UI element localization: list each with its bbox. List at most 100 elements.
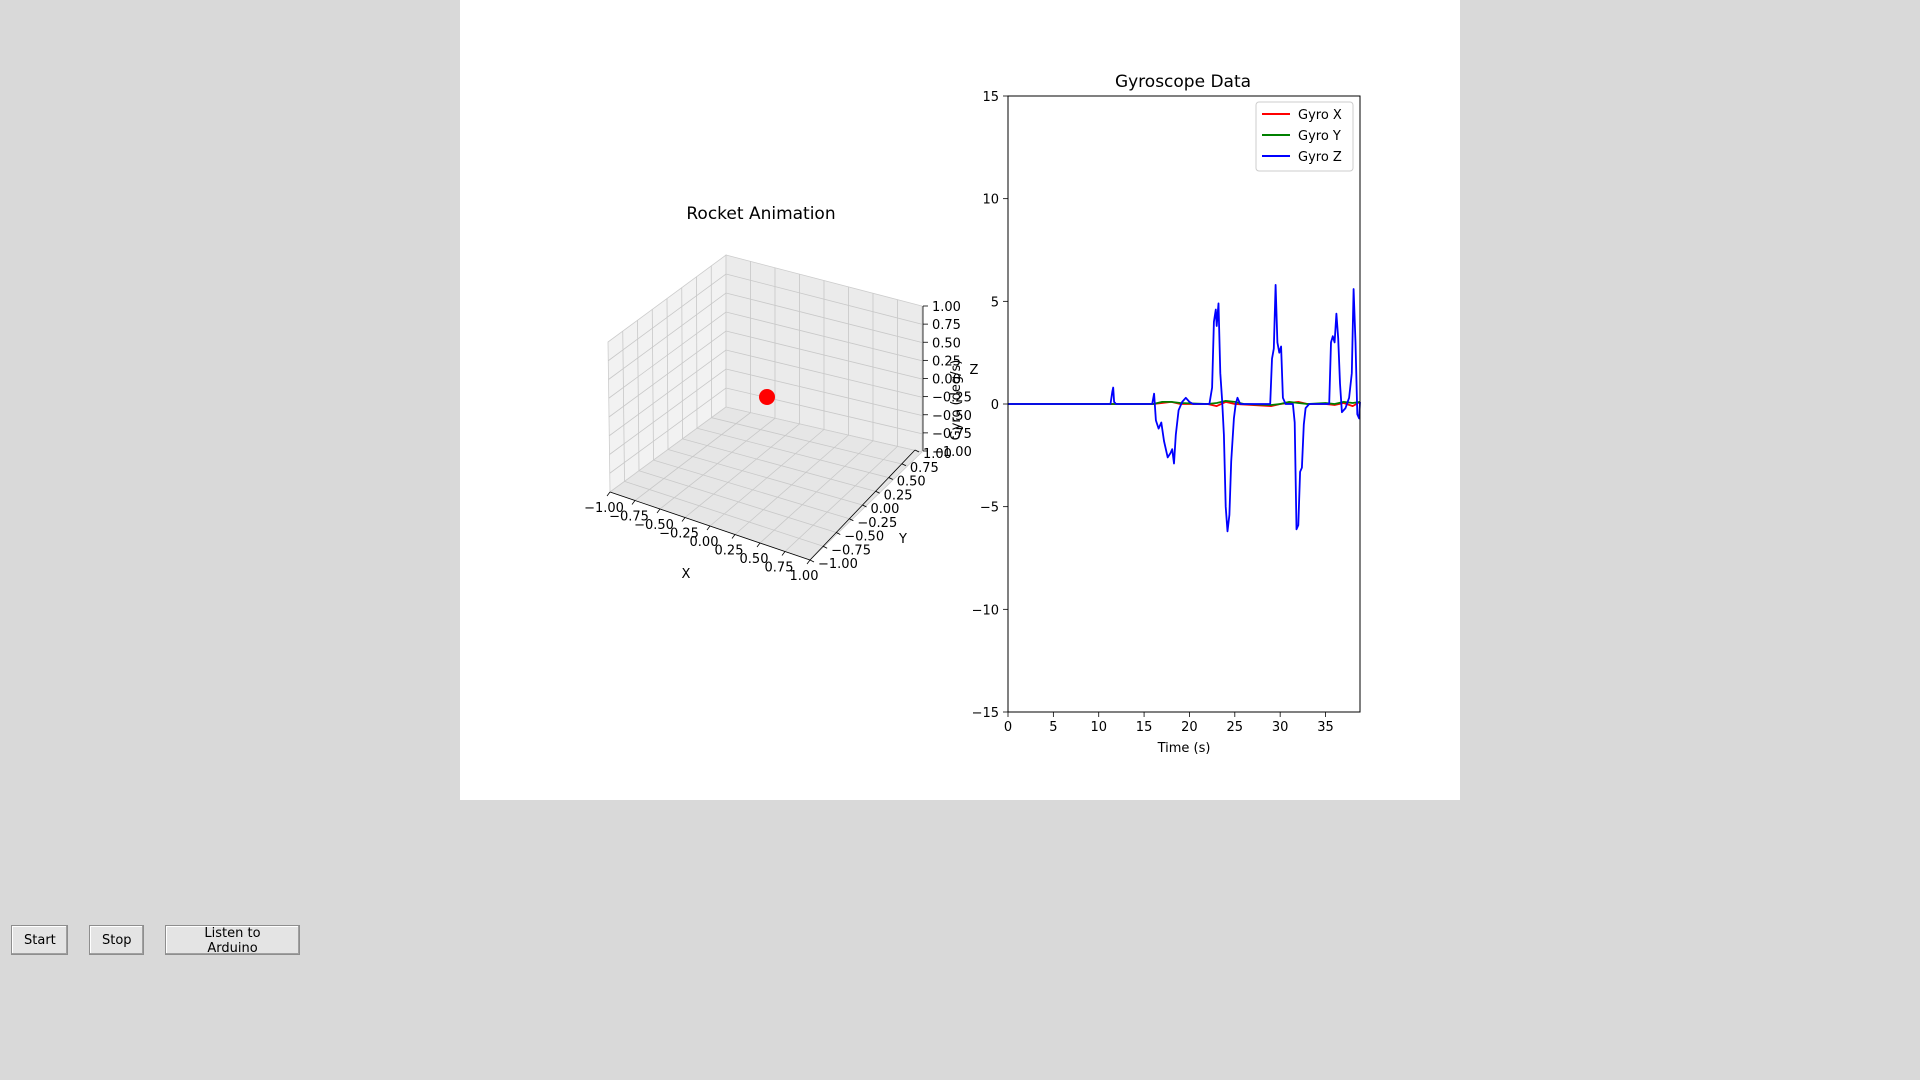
x-tick-mark [706, 525, 711, 531]
y-tick-label: 0 [991, 398, 999, 413]
z-gridline [609, 387, 923, 474]
y-tick-mark [849, 518, 854, 522]
z-tick-label: −1.00 [932, 445, 972, 460]
legend-label: Gyro X [1298, 108, 1342, 123]
x-ticks: 0 5 10 15 20 25 30 35 [1004, 712, 1334, 735]
y-tick-label: −0.75 [831, 543, 871, 558]
y-tick-label: 0.50 [897, 475, 926, 490]
y-tick-label: −0.25 [857, 516, 897, 531]
y-tick-mark [836, 532, 841, 535]
x-gridline [759, 293, 874, 544]
y-tick-mark [862, 504, 867, 508]
x-tick-mark [681, 517, 686, 522]
x-tick-label: 10 [1090, 720, 1107, 735]
rocket-animation-title: Rocket Animation [686, 204, 835, 224]
y-tick-mark [914, 449, 920, 453]
x-tick-label: −1.00 [584, 501, 624, 516]
legend: Gyro X Gyro Y Gyro Z [1255, 101, 1354, 172]
z-gridline [608, 292, 923, 380]
x-tick-label: −0.75 [609, 510, 649, 525]
y-gridline [622, 331, 825, 547]
gyroscope-plot: Gyroscope Data 0 5 10 15 20 25 30 35 15 10 5 0 −5 −1… [972, 72, 1361, 756]
y-tick-mark [809, 559, 815, 563]
x-tick-label: 1.00 [790, 569, 819, 584]
x-tick-mark [781, 551, 786, 556]
y-tick-label: 10 [982, 193, 999, 208]
y-tick-label: −15 [972, 706, 999, 721]
y-tick-label: 1.00 [923, 447, 952, 462]
stop-button[interactable]: Stop [89, 925, 144, 955]
y-gridline [651, 309, 853, 520]
x-tick-mark [756, 542, 761, 548]
z-axis-label-3d: Z [970, 363, 979, 378]
y-tick-mark [888, 477, 893, 480]
y-gridline [681, 287, 881, 493]
x-gridline [659, 267, 776, 510]
z-tick-label: −0.25 [932, 391, 972, 406]
y-gridline [710, 265, 909, 466]
z-tick-label: 0.25 [932, 354, 961, 369]
z-gridline [608, 330, 923, 418]
z-tick-label: −0.75 [932, 427, 972, 442]
x-gridline [709, 280, 825, 527]
y-ticks: 15 10 5 0 −5 −10 −15 [972, 90, 1008, 721]
y-tick-label: −5 [980, 501, 999, 516]
matplotlib-figure: Rocket Animation −1.00 −1.00 −1.00 −0.75 −0.… [460, 0, 1460, 800]
x-tick-mark [606, 491, 611, 497]
legend-box [1255, 101, 1354, 172]
3d-tick-labels: −1.00−1.00−1.00−0.75−0.75−0.75−0.50−0.50… [584, 300, 972, 584]
x-tick-label: 20 [1181, 720, 1198, 735]
y-tick-mark [822, 545, 828, 549]
series-line-gyro-z [1008, 283, 1361, 533]
x-gridline [784, 299, 898, 552]
listen-to-arduino-button[interactable]: Listen to Arduino [165, 925, 300, 956]
y-gridline [666, 298, 867, 507]
y-tick-mark [901, 463, 907, 467]
x-tick-label: 5 [1049, 720, 1057, 735]
x-tick-label: 30 [1272, 720, 1289, 735]
x-tick-mark [731, 534, 736, 539]
x-tick-label: −0.50 [634, 518, 674, 533]
y-tick-label: 0.00 [871, 502, 900, 517]
z-tick-label: 0.75 [932, 318, 961, 333]
z-gridline [609, 368, 923, 455]
x-tick-mark [656, 508, 661, 514]
figure-canvas: Rocket Animation −1.00−1.00−1.00−0.75−0.… [584, 72, 1361, 756]
y-tick-label: 0.75 [910, 461, 939, 476]
x-tick-mark [806, 559, 811, 565]
y-axis-label-3d: Y [898, 532, 907, 547]
z-tick-label: −0.50 [932, 409, 972, 424]
y-gridline [696, 276, 895, 480]
rocket-3d-plot: Rocket Animation −1.00−1.00−1.00−0.75−0.… [584, 204, 978, 584]
x-tick-label: 0.75 [765, 561, 794, 576]
y-tick-label: −0.50 [844, 530, 884, 545]
z-tick-label: 0.50 [932, 336, 961, 351]
y-gridline [637, 320, 839, 534]
z-tick-label: 1.00 [932, 300, 961, 315]
x-tick-label: 0 [1004, 720, 1012, 735]
y-tick-label: 0.25 [884, 488, 913, 503]
z-gridline [608, 311, 923, 399]
gyro-deg-overlap-label: Gyro (deg/s) [949, 360, 964, 441]
z-tick-label: 0.00 [932, 373, 961, 388]
x-tick-label: 35 [1317, 720, 1334, 735]
x-tick-label: 0.25 [715, 544, 744, 559]
y-tick-label: −10 [972, 603, 999, 618]
x-tick-label: −0.25 [659, 527, 699, 542]
x-tick-label: 0.00 [690, 535, 719, 550]
gyro-series-lines [1008, 283, 1361, 533]
x-gridline [634, 261, 751, 501]
y-tick-mark [875, 490, 880, 494]
x-axis-label-3d: X [682, 567, 691, 582]
3d-gridlines [608, 261, 923, 552]
x-gridline [684, 274, 800, 518]
legend-label: Gyro Z [1298, 150, 1342, 165]
legend-label: Gyro Y [1298, 129, 1341, 144]
y-tick-label: 5 [991, 295, 999, 310]
x-tick-label: 0.50 [740, 552, 769, 567]
y-tick-label: 15 [982, 90, 999, 105]
gyroscope-data-title: Gyroscope Data [1115, 72, 1251, 92]
z-gridline [609, 349, 923, 437]
rocket-marker [759, 389, 775, 405]
start-button[interactable]: Start [11, 925, 68, 955]
